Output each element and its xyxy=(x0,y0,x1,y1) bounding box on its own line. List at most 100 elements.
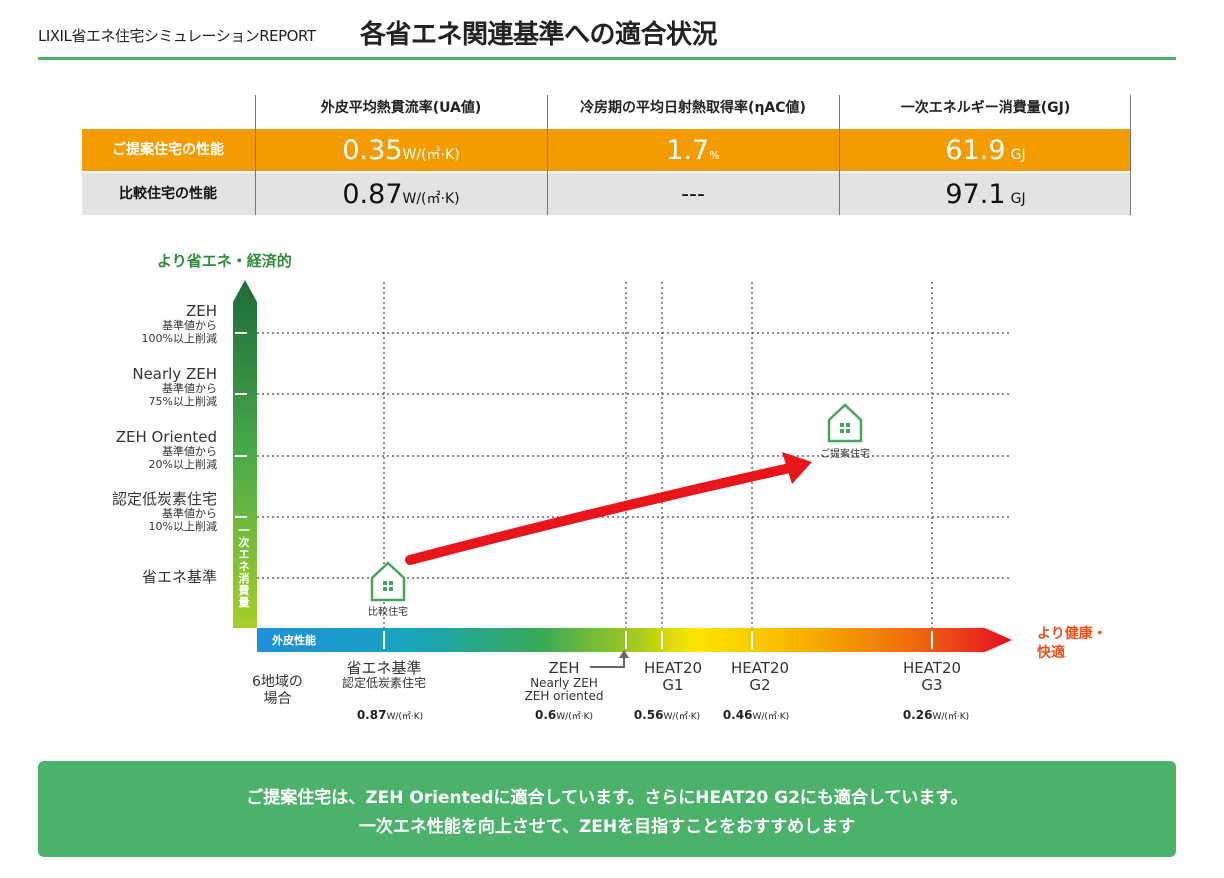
level-sub: 100%以上削減 xyxy=(141,331,217,345)
table-row-proposed: ご提案住宅の性能 0.35W/(㎡·K) 1.7% 61.9 GJ xyxy=(82,129,1131,171)
envelope-axis-ticks xyxy=(383,631,933,649)
brand-label: LIXIL省エネ住宅シミュレーションREPORT xyxy=(38,27,316,45)
level-label-standard: 省エネ基準 xyxy=(141,568,217,586)
ua-value: 0.35 xyxy=(342,135,403,166)
x-level-sub: ZEH oriented xyxy=(524,688,604,703)
eta-value: 1.7 xyxy=(666,135,710,166)
zeh-pointer-head xyxy=(619,650,629,658)
envelope-axis-tick xyxy=(625,631,627,649)
x-level-name: HEAT20 xyxy=(902,659,962,677)
energy-unit: GJ xyxy=(1010,147,1026,163)
y-axis-title: より省エネ・経済的 xyxy=(157,252,292,270)
level-sub: 基準値から xyxy=(162,445,217,459)
x-value: 0.56 xyxy=(633,708,664,722)
energy-axis-tick xyxy=(235,516,247,518)
column-divider xyxy=(839,95,840,215)
energy-axis-ticks xyxy=(235,332,247,518)
x-value-g3: 0.26W/(㎡·K) xyxy=(903,708,969,722)
energy-cell: 97.1 GJ xyxy=(840,173,1131,215)
column-header-ua: 外皮平均熱貫流率(UA値) xyxy=(320,100,482,116)
level-sub: 75%以上削減 xyxy=(148,394,217,408)
x-level-heat20-g2: HEAT20 G2 xyxy=(731,660,789,693)
ua-unit: W/(㎡·K) xyxy=(402,147,460,163)
row-label: ご提案住宅の性能 xyxy=(112,142,224,158)
energy-axis-tick xyxy=(235,455,247,457)
table-row-compare: 比較住宅の性能 0.87W/(㎡·K) --- 97.1 GJ xyxy=(82,173,1131,215)
report-header: LIXIL省エネ住宅シミュレーションREPORT 各省エネ関連基準への適合状況 xyxy=(38,10,1176,50)
level-sub: 基準値から xyxy=(162,507,217,521)
energy-value: 97.1 xyxy=(945,179,1006,210)
health-comfort-line: より健康・ xyxy=(1037,626,1107,642)
column-divider xyxy=(255,95,256,215)
x-level-heat20-g1: HEAT20 G1 xyxy=(644,660,702,693)
x-unit: W/(㎡·K) xyxy=(386,712,424,722)
level-label-nearly-zeh: Nearly ZEH 基準値から 75%以上削減 xyxy=(132,365,217,409)
level-label-zeh: ZEH 基準値から 100%以上削減 xyxy=(141,302,217,346)
proposed-house-icon xyxy=(827,403,863,443)
column-divider xyxy=(1130,95,1131,215)
header-divider xyxy=(38,57,1176,60)
x-value: 0.26 xyxy=(902,708,933,722)
region-line: 6地域の xyxy=(252,674,303,690)
eta-cell: 1.7% xyxy=(548,129,838,171)
x-level-name: HEAT20 xyxy=(730,659,790,677)
ua-cell: 0.87W/(㎡·K) xyxy=(256,173,546,215)
level-sub: 基準値から xyxy=(162,319,217,333)
column-header-energy: 一次エネルギー消費量(GJ) xyxy=(900,100,1071,116)
energy-unit: GJ xyxy=(1010,191,1026,207)
x-value: 0.87 xyxy=(356,708,387,722)
x-level-name: ZEH xyxy=(548,659,580,677)
summary-banner: ご提案住宅は、ZEH Orientedに適合しています。さらにHEAT20 G2… xyxy=(38,761,1176,857)
ua-unit: W/(㎡·K) xyxy=(402,191,460,207)
envelope-axis-tick xyxy=(751,631,753,649)
energy-axis-arrow xyxy=(233,280,257,628)
summary-line-2: 一次エネ性能を向上させて、ZEHを目指すことをおすすめします xyxy=(358,817,856,837)
page-title: 各省エネ関連基準への適合状況 xyxy=(360,20,718,50)
proposed-house-label: ご提案住宅 xyxy=(820,449,870,460)
health-comfort-line: 快適 xyxy=(1037,645,1065,661)
ua-cell: 0.35W/(㎡·K) xyxy=(256,129,546,171)
level-sub: 10%以上削減 xyxy=(148,519,217,533)
improvement-arrow xyxy=(405,463,795,565)
x-level-sub: Nearly ZEH xyxy=(530,675,598,690)
zeh-pointer-arrow xyxy=(590,657,625,668)
column-header-eta: 冷房期の平均日射熱取得率(ηAC値) xyxy=(580,100,806,116)
x-level-standard: 省エネ基準 認定低炭素住宅 xyxy=(342,660,426,690)
x-value: 0.46 xyxy=(722,708,753,722)
level-sub: 基準値から xyxy=(162,382,217,396)
x-level-grade: G2 xyxy=(749,675,771,694)
level-label-low-carbon: 認定低炭素住宅 基準値から 10%以上削減 xyxy=(112,490,217,534)
level-name: Nearly ZEH xyxy=(132,365,217,383)
eta-value: --- xyxy=(681,182,705,207)
envelope-axis-arrow xyxy=(257,628,1012,652)
column-divider xyxy=(547,95,548,215)
x-level-sub: 認定低炭素住宅 xyxy=(341,675,427,690)
ua-value: 0.87 xyxy=(342,179,403,210)
energy-axis-tick xyxy=(235,393,247,395)
level-sub: 20%以上削減 xyxy=(148,457,217,471)
envelope-axis-tick xyxy=(383,631,385,649)
x-value-zeh: 0.6W/(㎡·K) xyxy=(535,708,593,722)
energy-value: 61.9 xyxy=(945,135,1006,166)
row-label: 比較住宅の性能 xyxy=(119,186,217,202)
improvement-arrow-head xyxy=(782,452,812,484)
x-unit: W/(㎡·K) xyxy=(556,712,593,722)
region-line: 場合 xyxy=(263,691,292,707)
health-comfort-label: より健康・ 快適 xyxy=(1037,625,1107,663)
x-level-grade: G1 xyxy=(662,675,684,694)
x-level-name: HEAT20 xyxy=(643,659,703,677)
x-value: 0.6 xyxy=(535,708,557,722)
summary-line-1: ご提案住宅は、ZEH Orientedに適合しています。さらにHEAT20 G2… xyxy=(246,788,968,808)
compare-house-label: 比較住宅 xyxy=(368,607,408,618)
compare-house-icon xyxy=(370,561,406,602)
x-value-standard: 0.87W/(㎡·K) xyxy=(357,708,423,722)
eta-cell: --- xyxy=(548,173,838,215)
energy-axis-tick xyxy=(235,332,247,334)
envelope-axis-label: 外皮性能 xyxy=(272,634,316,647)
eta-unit: % xyxy=(709,149,720,162)
level-name: ZEH xyxy=(185,302,217,320)
level-label-zeh-oriented: ZEH Oriented 基準値から 20%以上削減 xyxy=(116,428,217,472)
compliance-chart xyxy=(233,280,1012,668)
level-name: 省エネ基準 xyxy=(141,568,217,586)
level-gridlines xyxy=(257,332,1010,579)
